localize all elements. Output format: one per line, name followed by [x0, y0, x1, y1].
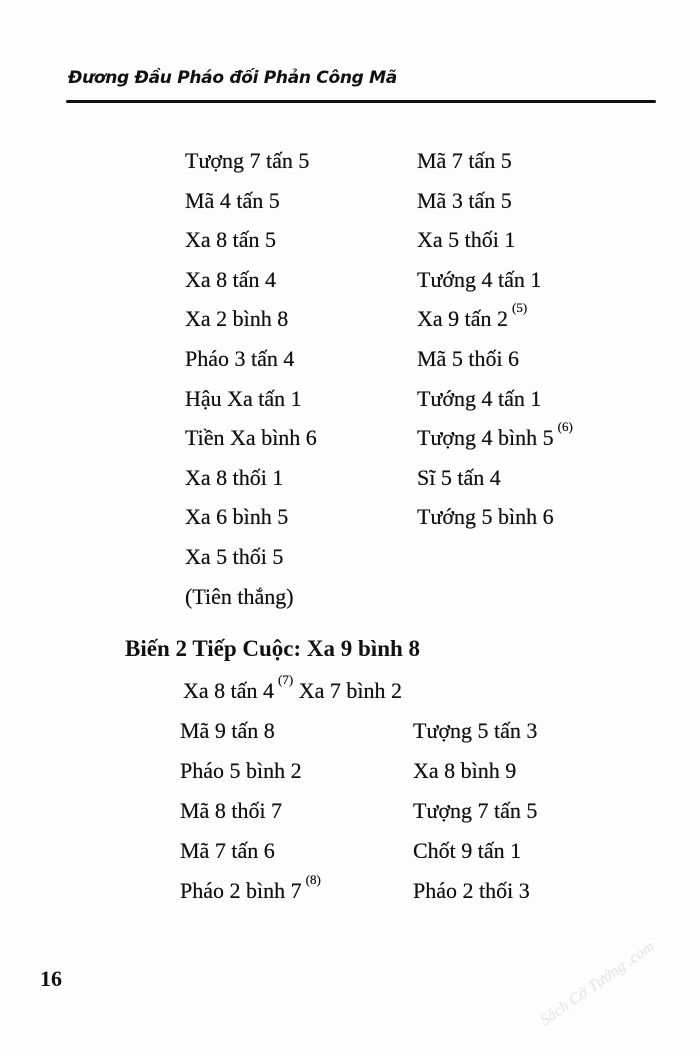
move: Chốt 9 tấn 1	[413, 838, 521, 864]
move-text: Xa 8 bình 9	[413, 758, 517, 783]
move-text: Pháo 5 bình 2	[180, 758, 302, 783]
move-text: Mã 3 tấn 5	[417, 187, 512, 213]
move-text: Hậu Xa tấn 1	[185, 385, 302, 411]
move: Xa 8 tấn 5	[185, 227, 276, 253]
move: Xa 8 thối 1	[185, 465, 283, 491]
move-text: Xa 8 tấn 5	[185, 227, 277, 253]
move: Tướng 5 bình 6	[417, 504, 554, 530]
move: Mã 8 thối 7	[180, 798, 282, 824]
move: Pháo 3 tấn 4	[185, 346, 294, 372]
move-text: Tượng 7 tấn 5	[185, 148, 310, 173]
move: Tướng 4 tấn 1	[417, 386, 541, 412]
move: Xa 6 bình 5	[185, 504, 288, 530]
footnote-ref: (8)	[305, 872, 321, 887]
move-text: Mã 4 tấn 5	[185, 187, 280, 213]
footnote-ref: (6)	[557, 419, 573, 435]
footnote-ref: (7)	[278, 672, 294, 687]
move: Pháo 2 bình 7 (8)	[180, 872, 321, 904]
move-text: Chốt 9 tấn 1	[413, 838, 522, 863]
move: Tượng 5 tấn 3	[413, 718, 537, 744]
footnote-ref: (5)	[512, 300, 528, 316]
move-text: Pháo 3 tấn 4	[185, 346, 295, 371]
move-text: Mã 8 thối 7	[180, 798, 283, 823]
move-text: Tượng 5 tấn 3	[413, 718, 538, 743]
move: Sĩ 5 tấn 4	[417, 465, 501, 491]
move-text: Tượng 7 tấn 5	[413, 798, 538, 823]
move-text: Xa 6 bình 5	[185, 504, 289, 530]
move-text: Tiền Xa bình 6	[185, 425, 317, 451]
move-text: Tướng 5 bình 6	[417, 504, 554, 530]
move: Tượng 4 bình 5 (6)	[417, 419, 573, 451]
move: Tướng 4 tấn 1	[417, 267, 541, 293]
move: Xa 5 thối 5	[185, 544, 283, 570]
move-text: Mã 7 tấn 5	[417, 148, 512, 173]
move-text: Xa 8 thối 1	[185, 464, 284, 490]
move: Xa 8 bình 9	[413, 758, 516, 784]
section-heading: Biến 2 Tiếp Cuộc: Xa 9 bình 8	[125, 636, 421, 661]
move: Mã 4 tấn 5	[185, 188, 280, 214]
move-line: Xa 8 tấn 4 (7) Xa 7 bình 2	[183, 672, 402, 704]
move: Mã 7 tấn 5	[417, 148, 512, 174]
move: Xa 5 thối 1	[417, 227, 515, 253]
move-text: Xa 8 tấn 4	[185, 266, 277, 292]
move: Xa 8 tấn 4	[185, 267, 276, 293]
page-number: 16	[40, 966, 62, 991]
move: Xa 9 tấn 2 (5)	[417, 300, 527, 332]
move-text: (Tiên thắng)	[185, 583, 294, 609]
move-right: Xa 7 bình 2	[298, 678, 402, 703]
move-text: Pháo 2 thối 3	[413, 878, 530, 903]
move: Pháo 2 thối 3	[413, 878, 530, 904]
move-text: Pháo 2 bình 7	[180, 878, 302, 903]
move: Tiền Xa bình 6	[185, 425, 317, 451]
running-header: Đương Đầu Pháo đối Phản Công Mã	[68, 68, 397, 88]
move: Mã 5 thối 6	[417, 346, 519, 372]
header-rule	[66, 100, 656, 103]
move-text: Mã 7 tấn 6	[180, 838, 275, 863]
watermark-corner: Sách Cờ Tướng .com	[537, 937, 658, 1030]
move-text: Mã 9 tấn 8	[180, 718, 275, 743]
move-left: Xa 8 tấn 4	[183, 678, 275, 703]
move: Mã 9 tấn 8	[180, 718, 275, 744]
move-text: Xa 5 thối 5	[185, 544, 284, 569]
move-text: Tượng 4 bình 5	[417, 425, 554, 451]
move-text: Xa 2 bình 8	[185, 306, 289, 332]
move: (Tiên thắng)	[185, 584, 294, 610]
move: Mã 7 tấn 6	[180, 838, 275, 864]
move: Mã 3 tấn 5	[417, 188, 512, 214]
move-text: Tướng 4 tấn 1	[417, 266, 542, 292]
move: Hậu Xa tấn 1	[185, 386, 302, 412]
move-text: Tướng 4 tấn 1	[417, 385, 542, 411]
move-text: Xa 5 thối 1	[417, 227, 516, 253]
move: Pháo 5 bình 2	[180, 758, 302, 784]
move: Tượng 7 tấn 5	[185, 148, 309, 174]
move: Tượng 7 tấn 5	[413, 798, 537, 824]
move-text: Mã 5 thối 6	[417, 346, 520, 371]
move-text: Sĩ 5 tấn 4	[417, 464, 501, 490]
move-text: Xa 9 tấn 2	[417, 306, 509, 332]
move: Xa 2 bình 8	[185, 306, 288, 332]
